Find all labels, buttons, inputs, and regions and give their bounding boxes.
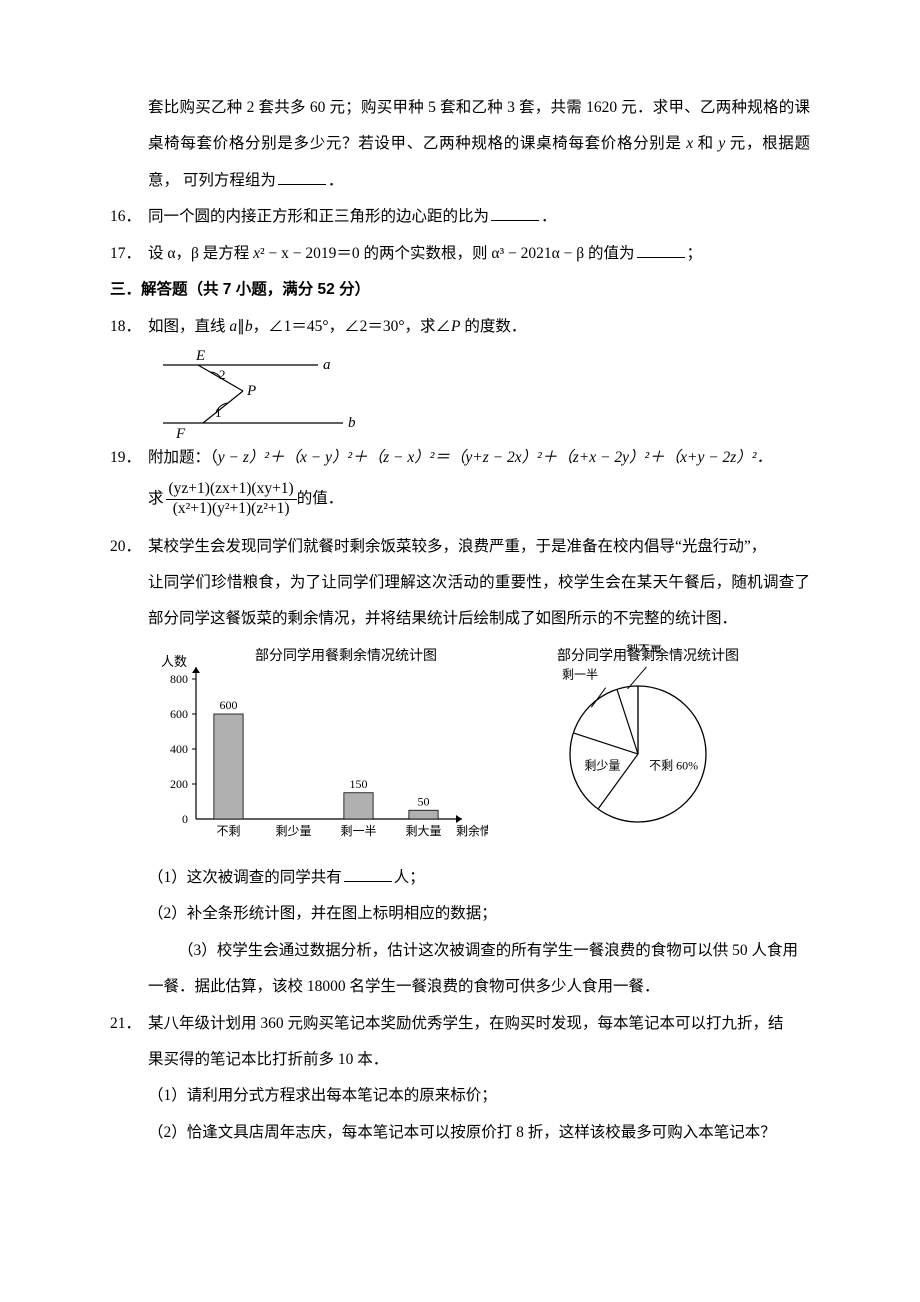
svg-text:0: 0 xyxy=(182,812,188,826)
q19-text: 附加题：（y − z）²＋（x − y）²＋（z − x）²＝（y+z − 2x… xyxy=(148,440,810,476)
numerator: (yz+1)(zx+1)(xy+1) xyxy=(166,480,297,500)
svg-text:不剩: 不剩 xyxy=(216,824,240,838)
q16-text: 同一个圆的内接正方形和正三角形的边心距的比为 ． xyxy=(148,199,810,235)
text: （1）这次被调查的同学共有 xyxy=(148,869,342,886)
text: 附加题：（ xyxy=(148,449,218,466)
q18-number: 18． xyxy=(110,309,148,345)
text: 人； xyxy=(394,869,425,886)
text: 果买得的笔记本比打折前多 10 本． xyxy=(148,1051,388,1068)
q20-sub1: （1）这次被调查的同学共有 人； xyxy=(110,860,810,896)
svg-text:150: 150 xyxy=(350,777,368,791)
q20-charts: 部分同学用餐剩余情况统计图 人数 0 200 400 600 800 600 不剩 剩少量 150 剩… xyxy=(148,644,810,854)
q21: 21． 某八年级计划用 360 元购买笔记本奖励优秀学生，在购买时发现，每本笔记… xyxy=(110,1006,810,1042)
svg-text:200: 200 xyxy=(170,777,188,791)
q15-continuation: 套比购买乙种 2 套共多 60 元；购买甲种 5 套和乙种 3 套，共需 162… xyxy=(110,90,810,199)
var-P: P xyxy=(451,318,460,335)
label-F: F xyxy=(175,426,186,440)
q20-body: 某校学生会发现同学们就餐时剩余饭菜较多，浪费严重，于是准备在校内倡导“光盘行动”… xyxy=(148,529,810,565)
q21-body-cont: 果买得的笔记本比打折前多 10 本． xyxy=(110,1042,810,1078)
q18-text: 如图，直线 a∥b，∠1＝45°，∠2＝30°，求∠P 的度数． xyxy=(148,309,810,345)
text: 某八年级计划用 360 元购买笔记本奖励优秀学生，在购买时发现，每本笔记本可以打… xyxy=(148,1015,784,1032)
svg-text:不剩 60%: 不剩 60% xyxy=(649,758,698,772)
period: ． xyxy=(541,208,557,225)
q21-sub1: （1）请利用分式方程求出每本笔记本的原来标价； xyxy=(110,1078,810,1114)
q20-body-cont: 让同学们珍惜粮食，为了让同学们理解这次活动的重要性，校学生会在某天午餐后，随机调… xyxy=(110,565,810,638)
svg-text:剩一半: 剩一半 xyxy=(562,668,598,682)
q17: 17． 设 α，β 是方程 x² − x − 2019＝0 的两个实数根，则 α… xyxy=(110,236,810,272)
svg-text:剩大量: 剩大量 xyxy=(626,644,662,654)
text: 某校学生会发现同学们就餐时剩余饭菜较多，浪费严重，于是准备在校内倡导“光盘行动”… xyxy=(148,538,766,555)
text: 桌椅每套价格分别是多少元？若设甲、乙两种规格的课桌椅每套价格分别是 xyxy=(148,135,686,152)
text: 和 xyxy=(693,135,718,152)
svg-text:600: 600 xyxy=(170,707,188,721)
q21-sub2: （2）恰逢文具店周年志庆，每本笔记本可以按原价打 8 折，这样该校最多可购入本笔… xyxy=(110,1115,810,1151)
text: 部分同学这餐饭菜的剩余情况，并将结果统计后绘制成了如图所示的不完整的统计图． xyxy=(148,610,737,627)
text: 的度数． xyxy=(461,318,527,335)
q19: 19． 附加题：（y − z）²＋（x − y）²＋（z − x）²＝（y+z … xyxy=(110,440,810,476)
svg-text:400: 400 xyxy=(170,742,188,756)
text: ，∠1＝45°，∠2＝30°，求∠ xyxy=(253,318,451,335)
text: 让同学们珍惜粮食，为了让同学们理解这次活动的重要性，校学生会在某天午餐后，随机调… xyxy=(148,574,810,591)
text: 设 α，β 是方程 xyxy=(148,245,253,262)
svg-text:剩大量: 剩大量 xyxy=(405,824,441,838)
svg-text:800: 800 xyxy=(170,672,188,686)
pie-chart: 部分同学用餐剩余情况统计图不剩 60%剩少量剩一半剩大量 xyxy=(518,644,778,844)
q20-sub2: （2）补全条形统计图，并在图上标明相应的数据； xyxy=(110,896,810,932)
exam-page: 套比购买乙种 2 套共多 60 元；购买甲种 5 套和乙种 3 套，共需 162… xyxy=(0,0,920,1302)
q17-text: 设 α，β 是方程 x² − x − 2019＝0 的两个实数根，则 α³ − … xyxy=(148,236,810,272)
period: ． xyxy=(328,172,344,189)
var-x: x xyxy=(253,245,260,262)
fill-blank xyxy=(637,243,685,258)
svg-text:剩少量: 剩少量 xyxy=(584,758,620,772)
label-E: E xyxy=(195,348,205,364)
semicolon: ； xyxy=(687,245,703,262)
text-post: 的值． xyxy=(297,490,344,509)
text: 套比购买乙种 2 套共多 60 元；购买甲种 5 套和乙种 3 套，共需 162… xyxy=(148,99,810,116)
q16-number: 16． xyxy=(110,199,148,235)
text-qiu: 求 xyxy=(148,490,166,509)
q20: 20． 某校学生会发现同学们就餐时剩余饭菜较多，浪费严重，于是准备在校内倡导“光… xyxy=(110,529,810,565)
label-2: 2 xyxy=(219,367,226,382)
fill-blank xyxy=(491,206,539,221)
text: 同一个圆的内接正方形和正三角形的边心距的比为 xyxy=(148,208,489,225)
q21-body: 某八年级计划用 360 元购买笔记本奖励优秀学生，在购买时发现，每本笔记本可以打… xyxy=(148,1006,810,1042)
q16: 16． 同一个圆的内接正方形和正三角形的边心距的比为 ． xyxy=(110,199,810,235)
label-P: P xyxy=(246,383,256,399)
q21-number: 21． xyxy=(110,1006,148,1042)
svg-text:剩余情况: 剩余情况 xyxy=(456,823,488,838)
label-a: a xyxy=(323,357,331,373)
q19-number: 19． xyxy=(110,440,148,476)
svg-text:剩一半: 剩一半 xyxy=(340,824,376,838)
parallel: ∥ xyxy=(237,318,245,335)
fill-blank xyxy=(344,867,392,882)
q20-number: 20． xyxy=(110,529,148,565)
label-b: b xyxy=(348,415,356,431)
svg-text:剩少量: 剩少量 xyxy=(275,824,311,838)
q18: 18． 如图，直线 a∥b，∠1＝45°，∠2＝30°，求∠P 的度数． xyxy=(110,309,810,345)
q20-sub3a: （3）校学生会通过数据分析，估计这次被调查的所有学生一餐浪费的食物可以供 50 … xyxy=(110,933,810,969)
text: 可列方程组为 xyxy=(183,172,276,189)
text: ² − x − 2019＝0 的两个实数根，则 α³ − 2021α − β 的… xyxy=(260,245,635,262)
svg-text:部分同学用餐剩余情况统计图: 部分同学用餐剩余情况统计图 xyxy=(255,647,437,664)
svg-text:50: 50 xyxy=(418,794,430,808)
svg-text:600: 600 xyxy=(220,698,238,712)
fraction: (yz+1)(zx+1)(xy+1) (x²+1)(y²+1)(z²+1) xyxy=(166,480,297,518)
var-a: a xyxy=(229,318,237,335)
label-1: 1 xyxy=(215,405,222,420)
fill-blank xyxy=(278,170,326,185)
section-3-title: 三．解答题（共 7 小题，满分 52 分） xyxy=(110,272,810,308)
expr: y − z）²＋（x − y）²＋（z − x）²＝（y+z − 2x）²＋（z… xyxy=(218,449,772,466)
q18-figure: E a 2 P 1 b F xyxy=(148,345,358,440)
q19-fraction: 求 (yz+1)(zx+1)(xy+1) (x²+1)(y²+1)(z²+1) … xyxy=(148,476,810,528)
bar-chart: 部分同学用餐剩余情况统计图 人数 0 200 400 600 800 600 不剩 剩少量 150 剩… xyxy=(148,644,488,854)
svg-text:人数: 人数 xyxy=(161,654,187,669)
denominator: (x²+1)(y²+1)(z²+1) xyxy=(170,500,293,519)
q17-number: 17． xyxy=(110,236,148,272)
text: 如图，直线 xyxy=(148,318,229,335)
var-b: b xyxy=(245,318,253,335)
q20-sub3b: 一餐．据此估算，该校 18000 名学生一餐浪费的食物可供多少人食用一餐． xyxy=(110,969,810,1005)
